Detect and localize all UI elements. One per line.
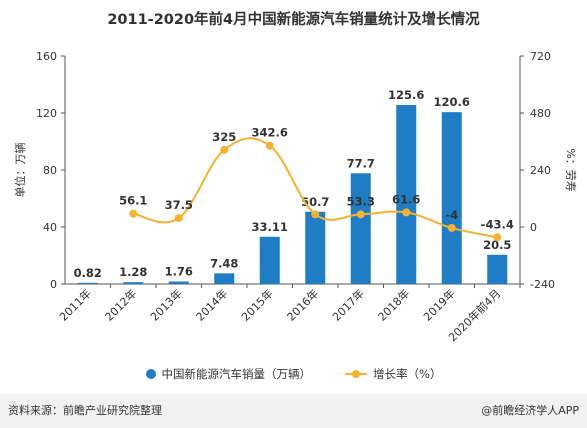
y-tick-label-right: -240 (530, 278, 555, 291)
bar (305, 211, 326, 284)
bar-value-label: 33.11 (252, 220, 288, 234)
legend-swatch-bar-icon (145, 369, 156, 379)
y-tick-label-right: 720 (530, 50, 551, 63)
chart-legend: 中国新能源汽车销量（万辆） 增长率（%） (0, 366, 587, 382)
y-tick-label-right: 240 (530, 164, 551, 177)
legend-item-sales: 中国新能源汽车销量（万辆） (145, 366, 312, 382)
legend-label-sales: 中国新能源汽车销量（万辆） (161, 367, 312, 381)
x-tick-label: 2011年 (56, 286, 93, 323)
growth-point (311, 210, 320, 219)
x-tick-label: 2019年 (420, 286, 457, 323)
bar-value-label: 120.6 (434, 95, 470, 109)
bar (123, 282, 144, 284)
growth-value-label: 53.3 (347, 194, 375, 208)
bar (77, 282, 98, 284)
growth-value-label: -4 (445, 208, 458, 222)
growth-point (447, 223, 456, 232)
y-axis-title-left: 单位：万辆 (13, 143, 27, 198)
bar-value-label: 7.48 (210, 256, 238, 270)
x-tick-label: 2014年 (193, 286, 230, 323)
y-tick-label-right: 480 (530, 107, 551, 120)
growth-value-label: 342.6 (252, 126, 288, 140)
growth-value-label: 56.1 (119, 194, 147, 208)
bar (168, 281, 189, 284)
bar-value-label: 0.82 (74, 266, 102, 280)
growth-value-label: 325 (212, 130, 236, 144)
growth-point (402, 208, 411, 217)
bar (350, 173, 371, 284)
source-note: 资料来源：前瞻产业研究院整理 (8, 404, 162, 417)
growth-point (265, 141, 274, 150)
x-tick-label: 2013年 (147, 286, 184, 323)
y-tick-label-right: 0 (530, 221, 537, 234)
bar (259, 236, 280, 284)
source-footer: 资料来源：前瞻产业研究院整理 @前瞻经济学人APP (0, 394, 587, 428)
x-tick-label: 2018年 (375, 286, 412, 323)
growth-point (129, 209, 138, 218)
bar (396, 105, 417, 285)
growth-value-label: 61.6 (392, 192, 420, 206)
x-tick-label: 2015年 (238, 286, 275, 323)
bar-value-label: 77.7 (347, 156, 375, 170)
bar-value-label: 1.28 (119, 265, 147, 279)
legend-item-growth: 增长率（%） (345, 366, 441, 382)
x-tick-label: 2017年 (329, 286, 366, 323)
bar-value-label: 1.76 (165, 264, 193, 278)
y-axis-title-right: %：劳寿 (564, 148, 578, 191)
growth-value-label: -43.4 (481, 217, 514, 231)
bar-value-label: 125.6 (388, 88, 424, 102)
bar (214, 273, 235, 284)
growth-point (174, 214, 183, 223)
x-tick-label: 2016年 (284, 286, 321, 323)
x-tick-label: 2012年 (102, 286, 139, 323)
bar-value-label: 20.5 (483, 238, 511, 252)
y-tick-label-left: 120 (36, 107, 57, 120)
growth-value-label: 37.5 (165, 198, 193, 212)
growth-point (220, 145, 229, 154)
y-tick-label-left: 40 (43, 221, 57, 234)
growth-point (356, 210, 365, 219)
growth-line (133, 137, 498, 239)
brand-credit: @前瞻经济学人APP (481, 404, 579, 417)
y-tick-label-left: 80 (43, 164, 57, 177)
growth-point (493, 233, 502, 242)
bar (487, 254, 508, 284)
legend-label-growth: 增长率（%） (373, 367, 442, 381)
bar (441, 112, 462, 285)
chart-title: 2011-2020年前4月中国新能源汽车销量统计及增长情况 (107, 12, 480, 28)
y-tick-label-left: 0 (50, 278, 57, 291)
y-tick-label-left: 160 (36, 50, 57, 63)
legend-swatch-line-icon (345, 369, 368, 379)
